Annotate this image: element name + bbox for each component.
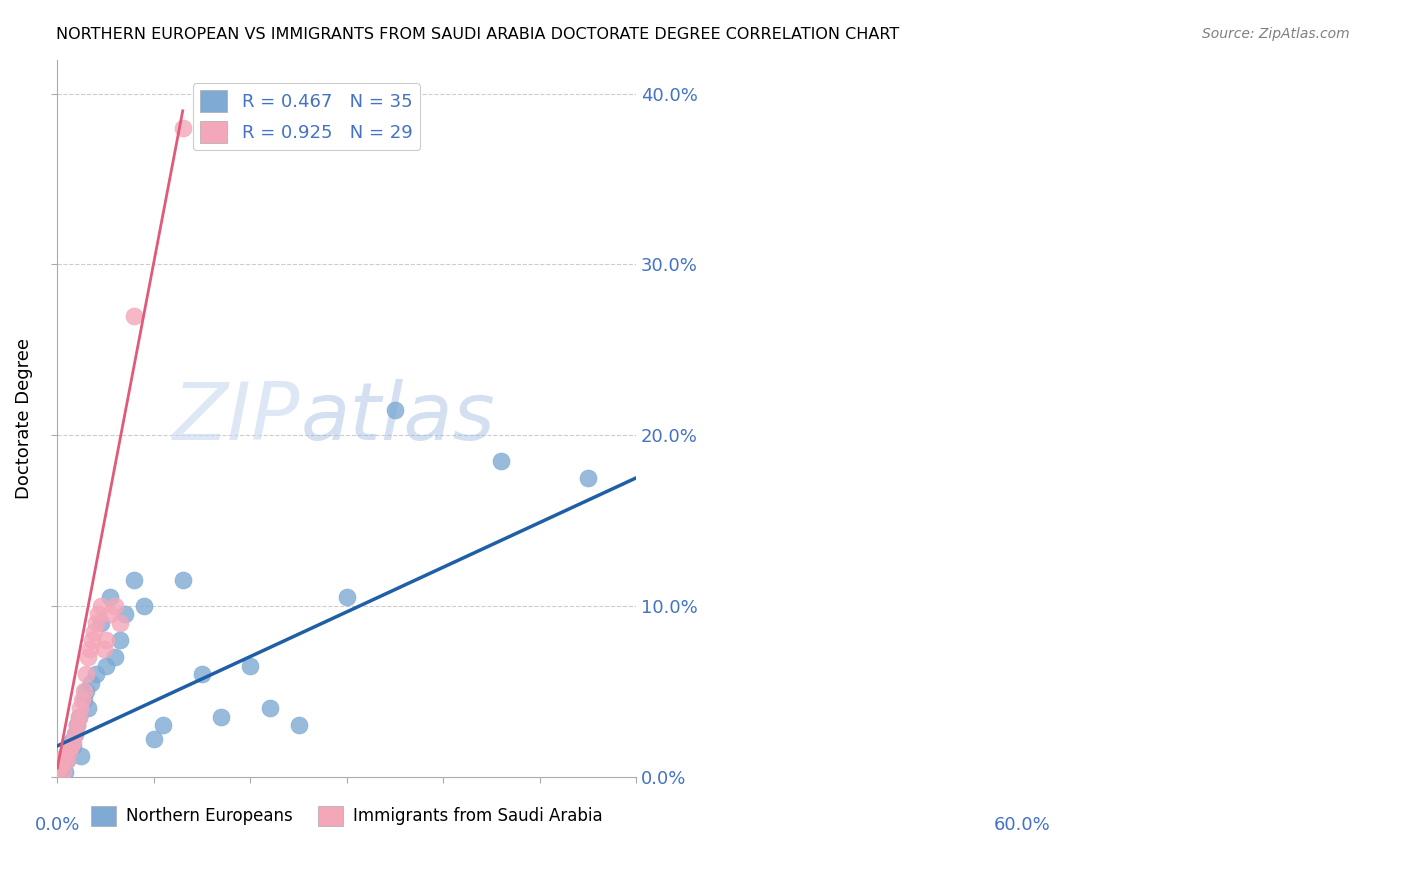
Point [77,650,100,665]
Point [94,658,117,673]
Text: atlas: atlas [301,379,495,457]
Point [259,701,281,715]
Point [67,710,90,724]
Point [59,739,82,753]
Point [77,701,100,715]
Text: 0.0%: 0.0% [35,816,80,834]
Point [53,764,76,779]
Point [80,675,103,690]
Point [152,718,174,732]
Point [69,701,91,715]
Point [94,633,117,648]
Point [142,732,165,747]
Point [209,710,232,724]
Text: NORTHERN EUROPEAN VS IMMIGRANTS FROM SAUDI ARABIA DOCTORATE DEGREE CORRELATION C: NORTHERN EUROPEAN VS IMMIGRANTS FROM SAU… [56,27,900,42]
Point [87,607,110,622]
Point [65,718,87,732]
Point [70,749,93,764]
Point [75,667,97,681]
Point [124,574,146,588]
Point [67,710,90,724]
Point [73,693,96,707]
Text: Source: ZipAtlas.com: Source: ZipAtlas.com [1202,27,1350,41]
Point [79,641,101,656]
Point [51,756,73,770]
Point [108,615,131,630]
Point [576,471,599,485]
Point [56,753,79,767]
Point [80,633,103,648]
Point [98,607,121,622]
Point [56,753,79,767]
Point [239,658,262,673]
Point [62,735,84,749]
Point [172,574,194,588]
Point [104,650,127,665]
Point [93,641,115,656]
Point [58,744,80,758]
Point [58,744,80,758]
Point [287,718,309,732]
Point [84,615,107,630]
Point [384,402,406,417]
Point [90,599,112,613]
Point [59,735,82,749]
Point [134,599,156,613]
Point [90,615,112,630]
Point [73,684,96,698]
Point [48,761,70,775]
Point [108,633,131,648]
Text: 60.0%: 60.0% [994,816,1050,834]
Point [52,764,75,779]
Point [172,120,194,135]
Text: ZIP: ZIP [173,379,301,457]
Point [84,667,107,681]
Point [336,591,359,605]
Point [124,309,146,323]
Y-axis label: Doctorate Degree: Doctorate Degree [15,337,32,499]
Point [489,454,512,468]
Point [83,624,105,639]
Point [72,693,94,707]
Point [114,607,136,622]
Legend: Northern Europeans, Immigrants from Saudi Arabia: Northern Europeans, Immigrants from Saud… [84,799,609,833]
Point [53,749,76,764]
Point [104,599,127,613]
Point [62,739,84,753]
Point [98,591,121,605]
Point [63,727,86,741]
Point [75,684,97,698]
Point [63,727,86,741]
Point [51,761,73,775]
Point [191,667,214,681]
Point [65,718,87,732]
